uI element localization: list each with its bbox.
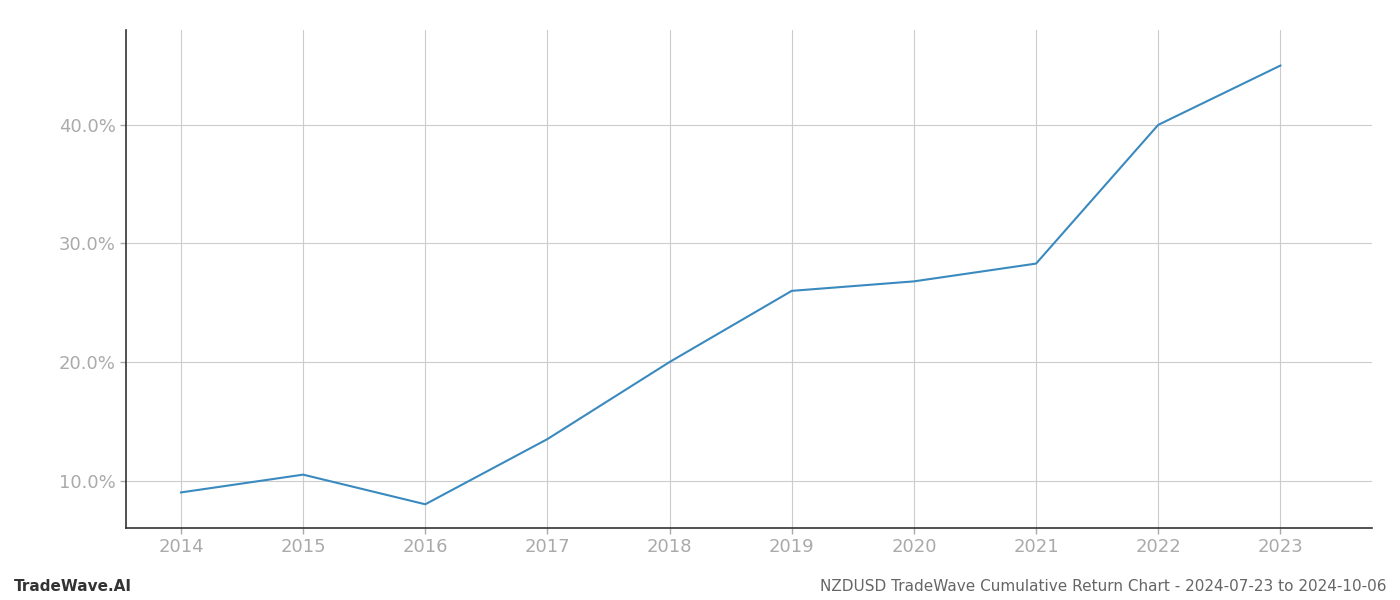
Text: TradeWave.AI: TradeWave.AI <box>14 579 132 594</box>
Text: NZDUSD TradeWave Cumulative Return Chart - 2024-07-23 to 2024-10-06: NZDUSD TradeWave Cumulative Return Chart… <box>819 579 1386 594</box>
